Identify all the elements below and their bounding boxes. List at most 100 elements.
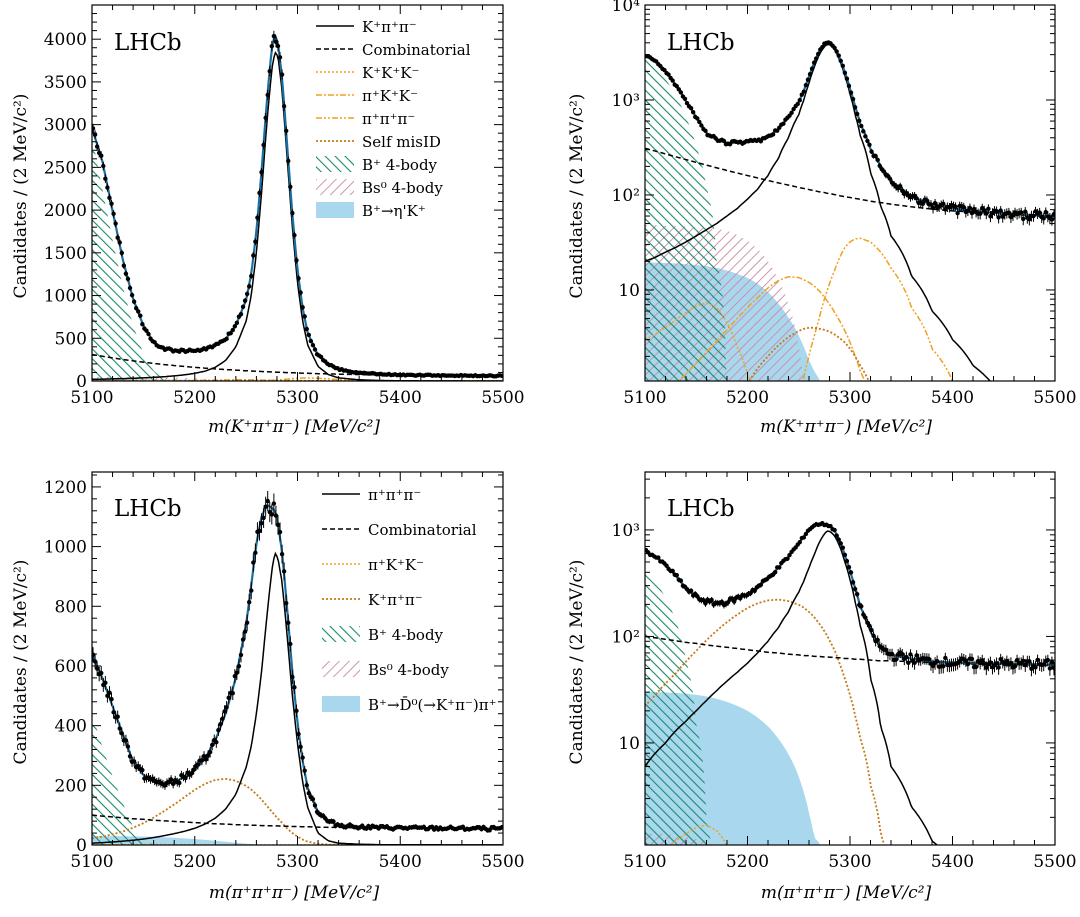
data-point xyxy=(95,144,99,148)
data-point xyxy=(816,52,820,56)
data-point xyxy=(284,601,288,605)
data-point xyxy=(305,327,309,331)
data-point xyxy=(253,551,257,555)
data-point xyxy=(288,642,292,646)
data-point xyxy=(984,211,988,215)
data-point xyxy=(309,339,313,343)
data-point xyxy=(859,604,863,608)
data-point xyxy=(849,570,853,574)
data-point xyxy=(263,116,267,120)
data-point xyxy=(210,743,214,747)
y-tick-label: 2500 xyxy=(44,158,87,178)
data-point xyxy=(935,659,939,663)
data-point xyxy=(914,653,918,657)
data-point xyxy=(313,347,317,351)
legend-label: B⁺→η'K⁺ xyxy=(362,202,426,220)
data-point xyxy=(239,653,243,657)
data-point xyxy=(257,529,261,533)
data-point xyxy=(132,299,136,303)
data-point xyxy=(109,697,113,701)
data-point xyxy=(890,652,894,656)
data-point xyxy=(282,569,286,573)
y-axis-label: Candidates / (2 MeV/c²) xyxy=(567,94,587,299)
data-point xyxy=(93,659,97,663)
data-point xyxy=(806,78,810,82)
data-point xyxy=(290,675,294,679)
data-point xyxy=(845,77,849,81)
data-point xyxy=(962,205,966,209)
y-tick-label: 400 xyxy=(55,717,87,737)
x-tick-label: 5200 xyxy=(173,388,216,408)
data-point xyxy=(703,129,707,133)
y-tick-label: 10³ xyxy=(612,521,640,541)
x-axis-label: m(π⁺π⁺π⁻) [MeV/c²] xyxy=(209,883,380,903)
data-point xyxy=(656,555,660,559)
data-point xyxy=(998,208,1002,212)
data-point xyxy=(305,783,309,787)
data-point xyxy=(95,666,99,670)
data-point xyxy=(871,634,875,638)
data-point xyxy=(224,337,228,341)
x-tick-label: 5200 xyxy=(173,852,216,872)
data-point xyxy=(1037,210,1041,214)
y-axis-label: Candidates / (2 MeV/c²) xyxy=(567,560,587,765)
y-tick-label: 1000 xyxy=(44,287,87,307)
data-point xyxy=(679,578,683,582)
data-point xyxy=(861,129,865,133)
data-point xyxy=(280,72,284,76)
legend-label: π⁺K⁺K⁻ xyxy=(368,556,424,574)
x-tick-label: 5300 xyxy=(276,388,319,408)
data-point xyxy=(1013,664,1017,668)
data-point xyxy=(927,657,931,661)
data-point xyxy=(888,177,892,181)
data-point xyxy=(259,521,263,525)
data-point xyxy=(834,49,838,53)
x-tick-label: 5400 xyxy=(931,852,974,872)
data-point xyxy=(253,240,257,244)
data-point xyxy=(278,530,282,534)
data-point xyxy=(867,143,871,147)
data-point xyxy=(274,40,278,44)
x-axis-label: m(K⁺π⁺π⁻) [MeV/c²] xyxy=(208,417,380,437)
data-point xyxy=(294,258,298,262)
data-point xyxy=(302,769,306,773)
data-point xyxy=(120,731,124,735)
data-point xyxy=(781,121,785,125)
data-point xyxy=(1021,659,1025,663)
data-point xyxy=(771,132,775,136)
x-tick-label: 5500 xyxy=(1033,852,1076,872)
data-point xyxy=(1042,216,1046,220)
legend-swatch xyxy=(316,202,354,218)
data-point xyxy=(970,657,974,661)
component-hatch-green xyxy=(645,57,727,396)
data-point xyxy=(247,284,251,288)
data-point xyxy=(968,206,972,210)
data-point xyxy=(247,600,251,604)
data-point xyxy=(1050,660,1054,664)
legend-swatch xyxy=(322,661,360,677)
data-point xyxy=(759,583,763,587)
data-point xyxy=(859,124,863,128)
data-point xyxy=(847,565,851,569)
data-point xyxy=(853,105,857,109)
data-point xyxy=(311,343,315,347)
legend-box xyxy=(316,156,354,172)
data-point xyxy=(146,332,150,336)
data-point xyxy=(243,298,247,302)
data-point xyxy=(675,573,679,577)
data-point xyxy=(216,728,220,732)
legend-swatch xyxy=(316,179,354,195)
data-point xyxy=(226,696,230,700)
data-point xyxy=(268,69,272,73)
data-point xyxy=(1046,658,1050,662)
data-point xyxy=(670,78,674,82)
data-point xyxy=(996,665,1000,669)
data-point xyxy=(798,98,802,102)
data-point xyxy=(865,139,869,143)
legend-label: π⁺π⁺π⁻ xyxy=(368,486,421,504)
legend-label: Bs⁰ 4-body xyxy=(362,179,443,197)
data-point xyxy=(986,207,990,211)
data-point xyxy=(251,560,255,564)
x-tick-label: 5400 xyxy=(379,852,422,872)
data-point xyxy=(261,516,265,520)
